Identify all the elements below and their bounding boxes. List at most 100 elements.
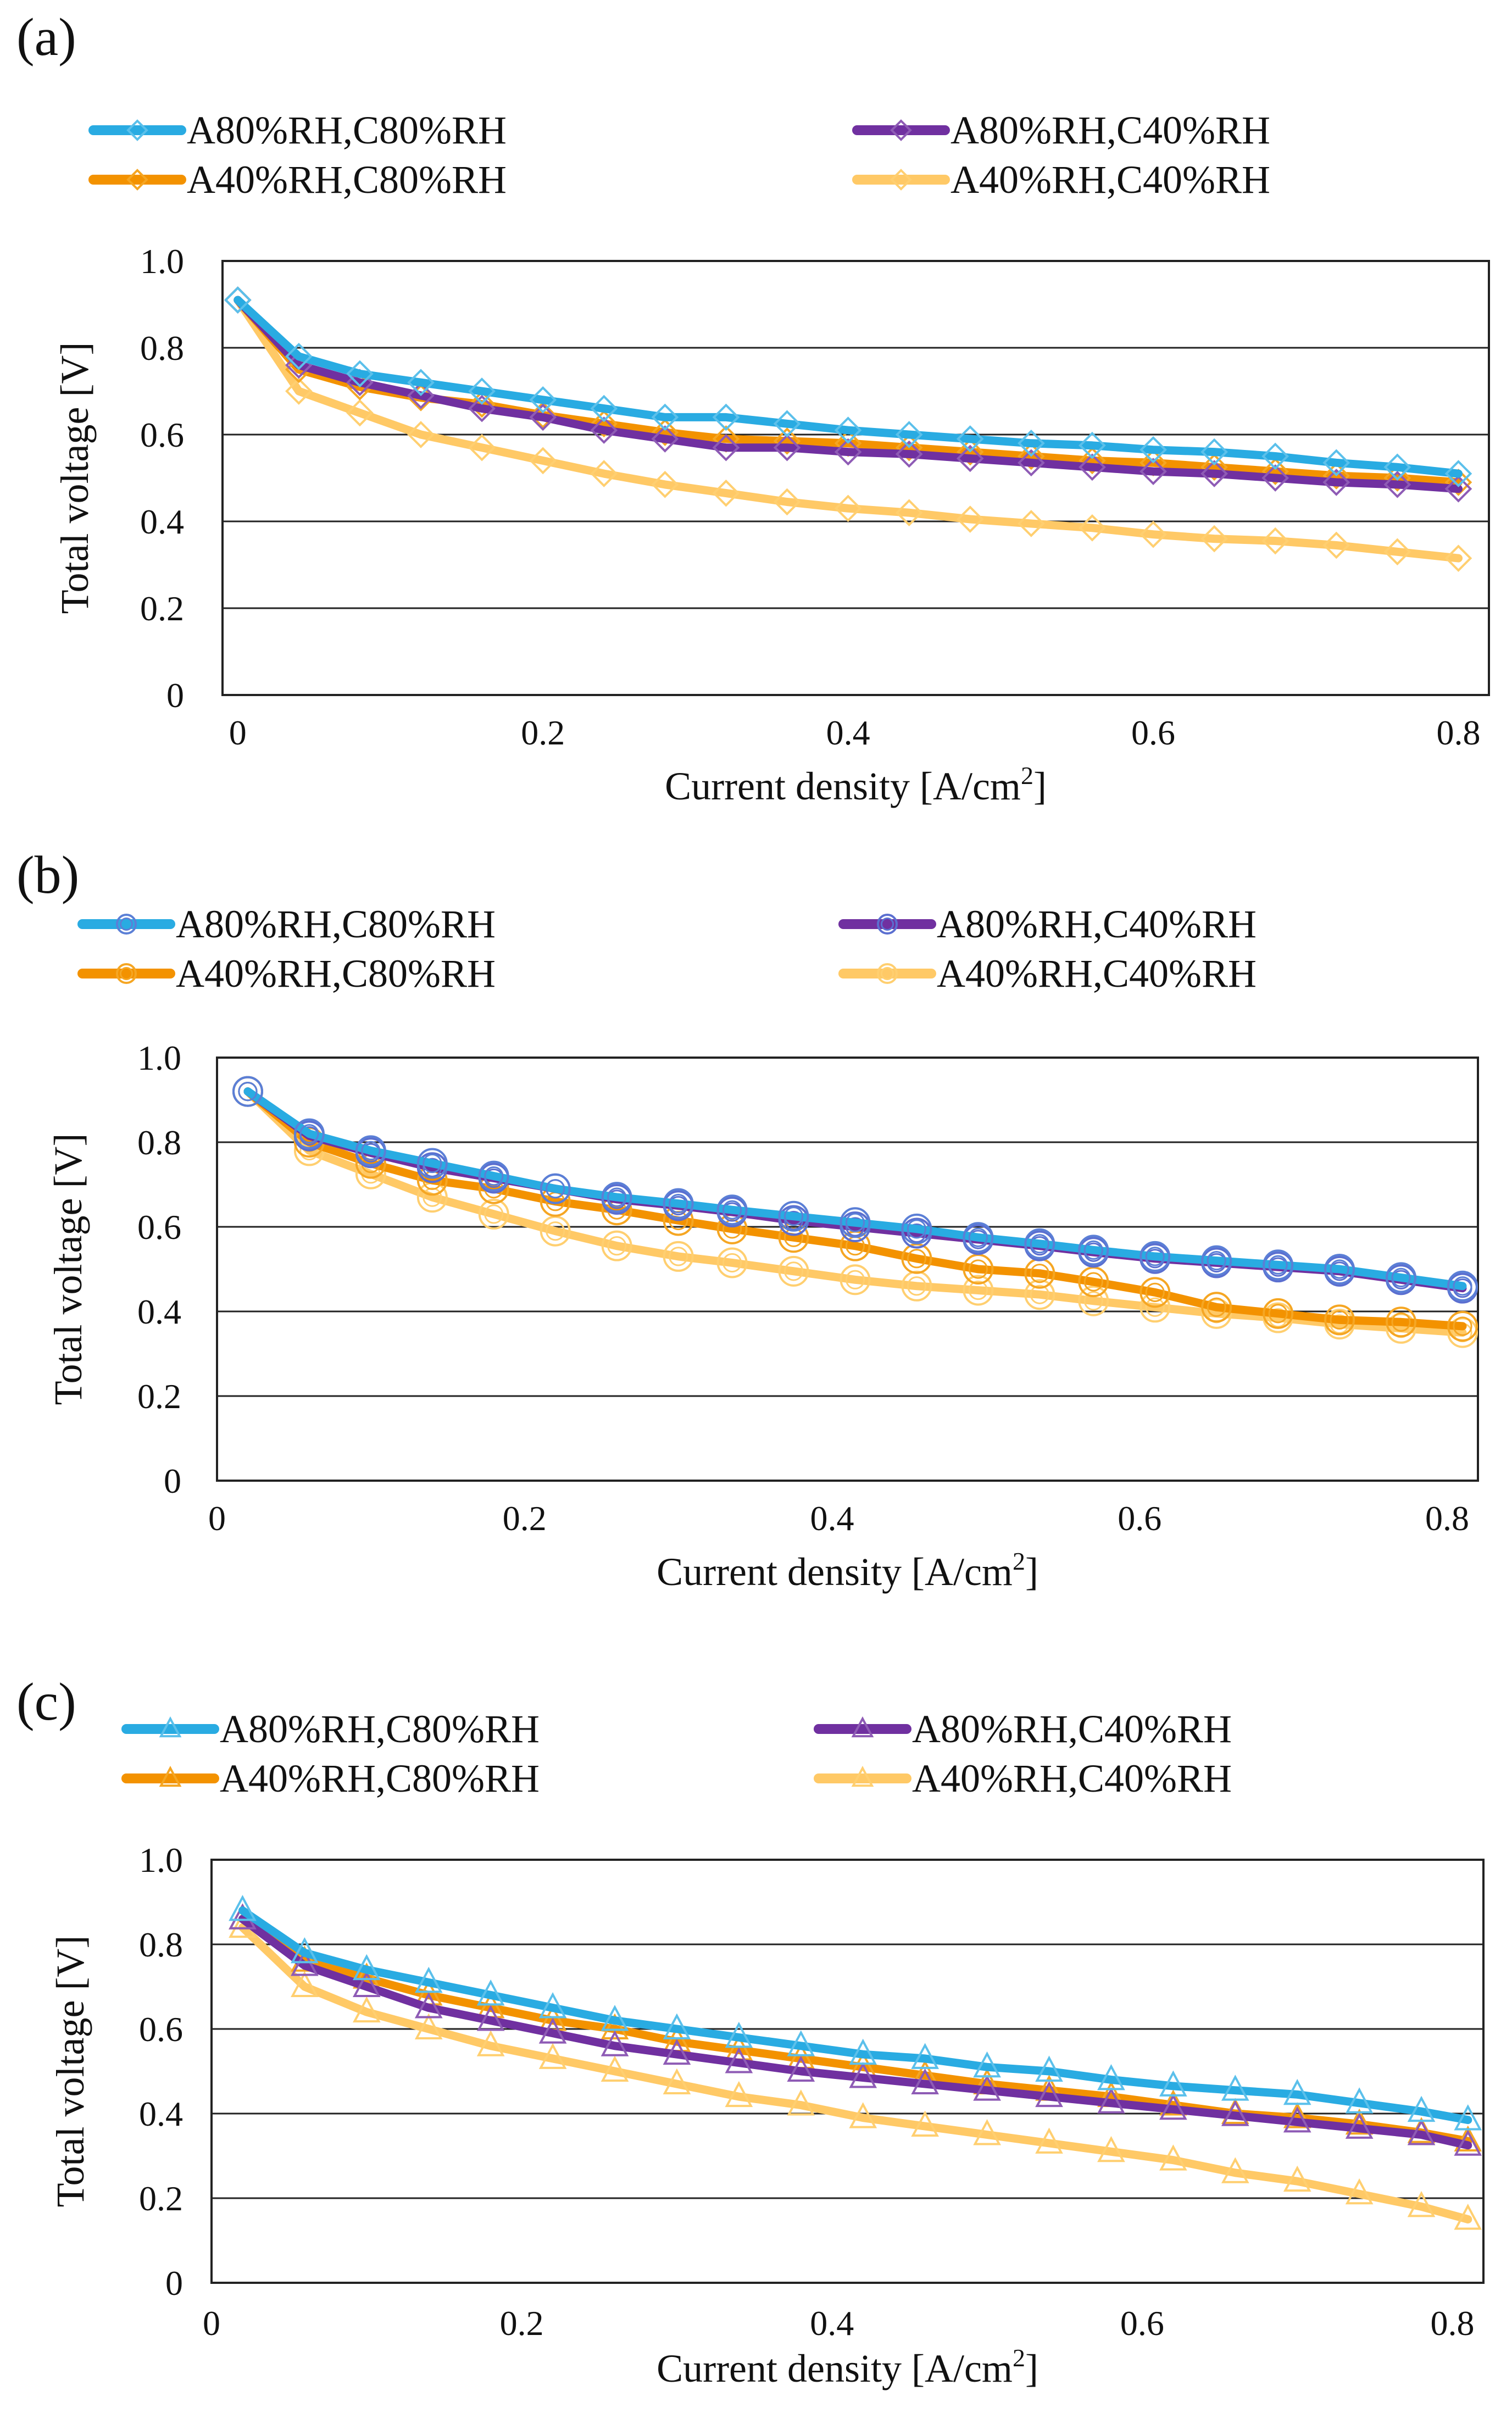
data-point [956, 444, 984, 472]
x-tick-label: 0.4 [810, 1499, 854, 1538]
point-ring-outer [1447, 1310, 1478, 1342]
data-point [1324, 1254, 1355, 1285]
point-ring-inner [722, 1200, 742, 1220]
legend-item: A80%RH,C80%RH [121, 1707, 540, 1751]
x-axis-title-end: ] [1033, 764, 1047, 808]
point-ring-outer [293, 1118, 325, 1149]
point-ring-inner [119, 917, 134, 931]
data-point [651, 425, 679, 453]
data-point [1345, 2178, 1374, 2205]
data-point [773, 410, 801, 438]
data-point [890, 119, 912, 141]
data-point [1024, 1228, 1055, 1259]
series-line [234, 296, 1463, 478]
panel-label: (b) [16, 846, 79, 905]
x-tick-label: 0.6 [1131, 713, 1175, 752]
panel-label: (c) [16, 1672, 76, 1732]
point-ring-outer [540, 1173, 571, 1204]
data-point [1261, 464, 1289, 492]
data-point [1221, 2100, 1249, 2126]
x-axis-title-superscript: 2 [1013, 1547, 1025, 1575]
data-point [840, 1207, 871, 1238]
legend-item: A80%RH,C80%RH [77, 902, 496, 946]
data-point [1018, 442, 1045, 470]
data-point [778, 1255, 809, 1287]
data-point [1407, 2119, 1436, 2145]
x-axis-title: Current density [A/cm2] [665, 761, 1047, 808]
data-point [1139, 520, 1167, 548]
data-point [1447, 1270, 1478, 1302]
point-ring-inner [880, 966, 894, 981]
data-point [468, 433, 496, 462]
data-point [293, 1118, 325, 1149]
point-ring-inner [669, 1194, 688, 1214]
data-point [529, 447, 557, 475]
point-ring-inner [1083, 1291, 1103, 1311]
y-tick-label: 1.0 [139, 1841, 183, 1880]
data-point [478, 1198, 509, 1230]
legend-label: A80%RH,C40%RH [912, 1707, 1232, 1751]
y-axis-title: Total voltage [V] [48, 1936, 92, 2208]
data-point [895, 440, 923, 468]
series-A80%RH,C40%RH [224, 286, 1472, 503]
data-point [663, 2013, 691, 2039]
y-axis-title: Total voltage [V] [53, 342, 97, 614]
legend-label: A80%RH,C80%RH [187, 108, 507, 152]
legend-item: A80%RH,C80%RH [88, 108, 507, 152]
data-point [601, 2055, 629, 2082]
series-line [234, 296, 1463, 563]
legend-label: A40%RH,C80%RH [187, 158, 507, 202]
legend-item: A80%RH,C40%RH [814, 1707, 1232, 1751]
x-axis-title: Current density [A/cm2] [657, 1547, 1038, 1594]
point-ring-outer [1263, 1249, 1294, 1281]
data-point [663, 1241, 694, 1272]
point-ring-outer [1263, 1298, 1294, 1329]
data-point [716, 1247, 748, 1278]
data-point [232, 1076, 263, 1107]
y-tick-label: 0.6 [139, 2010, 183, 2049]
data-point [1139, 1241, 1171, 1272]
series-A80%RH,C80%RH [224, 286, 1472, 487]
data-point [773, 427, 801, 455]
series-A40%RH,C40%RH [229, 1911, 1482, 2230]
data-point [291, 1937, 319, 1964]
point-ring-outer [963, 1275, 994, 1306]
data-point [1079, 431, 1106, 459]
data-point [116, 963, 137, 984]
x-tick-label: 0.8 [1436, 713, 1480, 752]
y-tick-label: 0 [166, 676, 184, 715]
data-point [407, 421, 435, 448]
data-point [159, 1766, 182, 1787]
point-ring-inner [1330, 1310, 1349, 1330]
data-point [849, 2062, 877, 2088]
data-point [346, 360, 374, 388]
series-line [234, 296, 1463, 493]
series-A40%RH,C40%RH [224, 286, 1472, 572]
point-ring-inner [546, 1221, 565, 1241]
data-point [414, 1966, 443, 1993]
series-line [243, 1087, 1467, 1337]
data-point [663, 2068, 691, 2095]
data-point [1200, 453, 1228, 481]
data-point [1454, 2104, 1482, 2131]
legend: A80%RH,C80%RH A80%RH,C40%RH A40%RH,C80%RH A… [121, 1707, 1232, 1800]
data-point [651, 403, 679, 431]
data-point [352, 1996, 381, 2023]
data-point [1444, 460, 1472, 487]
data-point [590, 416, 618, 444]
data-point [407, 369, 435, 397]
data-point [1200, 525, 1228, 553]
point-ring-inner [1391, 1312, 1411, 1332]
data-point [414, 1992, 443, 2019]
data-point [890, 169, 912, 191]
point-ring-outer [478, 1198, 509, 1230]
data-point [159, 1716, 182, 1738]
series-line [243, 1087, 1467, 1331]
data-point [601, 2005, 629, 2031]
point-ring-outer [840, 1207, 871, 1238]
data-point [956, 438, 984, 466]
data-point [1079, 453, 1106, 481]
x-tick-label: 0.8 [1425, 1499, 1469, 1538]
legend-label: A80%RH,C80%RH [176, 902, 496, 946]
y-tick-label: 0.4 [140, 502, 184, 541]
